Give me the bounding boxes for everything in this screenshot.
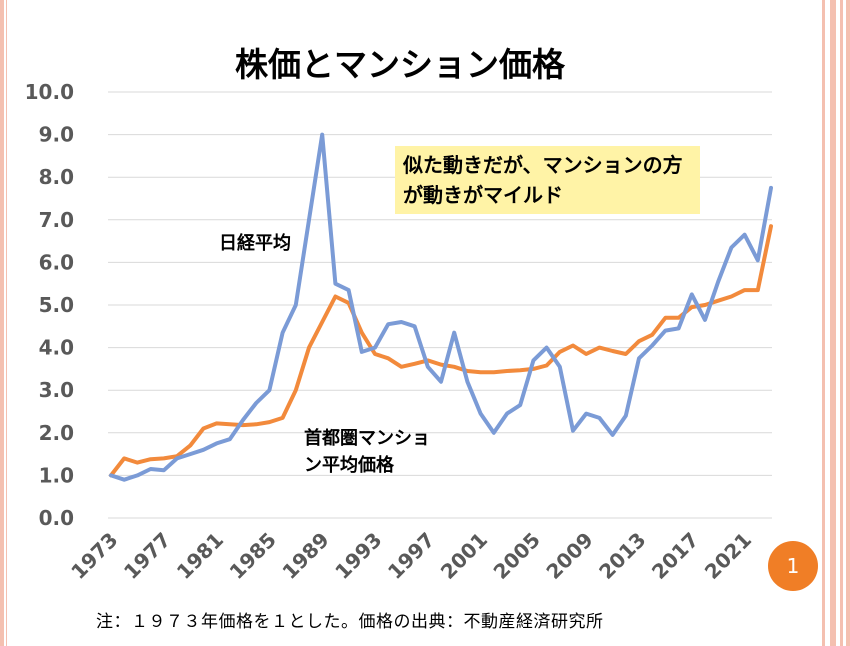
footnote: 注：１９７３年価格を１とした。価格の出典：不動産経済研究所 xyxy=(96,612,604,632)
y-tick-label: 7.0 xyxy=(39,208,74,232)
y-tick-label: 5.0 xyxy=(39,293,74,317)
left-decor-stripe xyxy=(0,0,4,646)
series-label-nikkei: 日経平均 xyxy=(219,233,291,254)
callout-annotation: 似た動きだが、マンションの方が動きがマイルド xyxy=(395,146,700,214)
x-tick-label: 2001 xyxy=(436,528,492,584)
x-tick-label: 1977 xyxy=(119,528,175,584)
x-tick-label: 2021 xyxy=(700,528,756,584)
y-tick-label: 4.0 xyxy=(39,336,74,360)
y-tick-label: 8.0 xyxy=(39,165,74,189)
x-axis-ticks: 1973197719811985198919931997200120052009… xyxy=(66,528,756,584)
right-decor-stripe-1 xyxy=(822,0,825,646)
right-decor-stripe-4 xyxy=(846,0,850,646)
right-decor-stripe-3 xyxy=(840,0,843,646)
x-tick-label: 1985 xyxy=(225,528,281,584)
series-line-nikkei xyxy=(109,132,773,482)
right-decor-stripe-2 xyxy=(830,0,836,646)
x-tick-label: 1981 xyxy=(172,528,228,584)
chart-title: 株価とマンション価格 xyxy=(235,45,565,84)
series-label-mansion: 首都圏マンション平均価格 xyxy=(304,428,430,476)
y-tick-label: 3.0 xyxy=(39,378,74,402)
x-tick-label: 1989 xyxy=(277,528,333,584)
y-tick-label: 10.0 xyxy=(25,80,74,104)
y-tick-label: 0.0 xyxy=(39,506,74,530)
x-tick-label: 2013 xyxy=(594,528,650,584)
x-tick-label: 1997 xyxy=(383,528,439,584)
grid-lines xyxy=(108,91,772,519)
y-tick-label: 1.0 xyxy=(39,463,74,487)
y-axis-ticks: 0.0 1.0 2.0 3.0 4.0 5.0 6.0 7.0 8.0 9.0 10.0 xyxy=(25,80,74,530)
series-line-mansion xyxy=(109,224,773,478)
x-tick-label: 2005 xyxy=(489,528,545,584)
series-lines xyxy=(109,132,773,482)
y-tick-label: 9.0 xyxy=(39,123,74,147)
y-tick-label: 6.0 xyxy=(39,250,74,274)
x-tick-label: 2017 xyxy=(647,528,703,584)
x-tick-label: 1993 xyxy=(330,528,386,584)
y-tick-label: 2.0 xyxy=(39,421,74,445)
left-decor-line xyxy=(6,0,7,646)
page-number-badge: 1 xyxy=(768,541,818,591)
x-tick-label: 2009 xyxy=(541,528,597,584)
x-tick-label: 1973 xyxy=(66,528,122,584)
